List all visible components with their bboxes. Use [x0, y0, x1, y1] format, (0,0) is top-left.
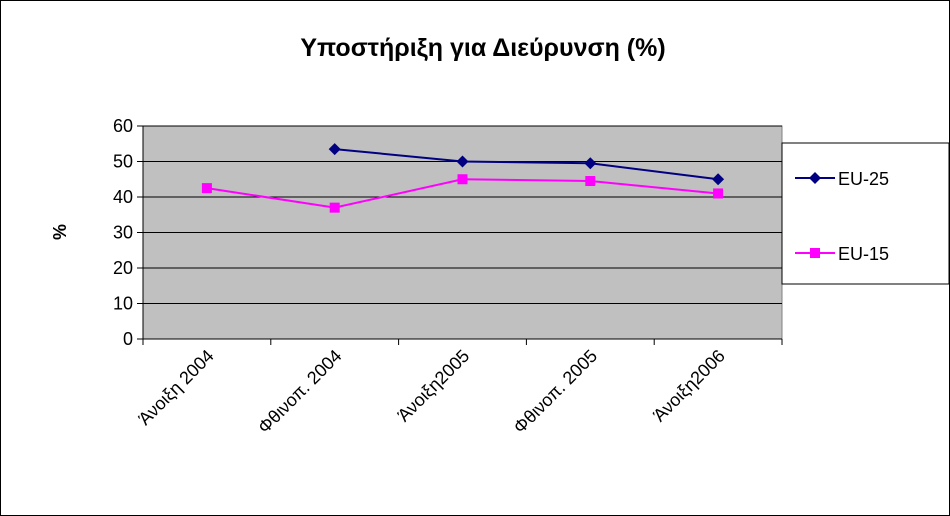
point-marker	[457, 174, 468, 185]
y-tick-label: 10	[113, 294, 133, 314]
y-tick-label: 0	[123, 329, 133, 349]
y-tick-label: 60	[113, 116, 133, 136]
chart-title: Υποστήριξη για Διεύρυνση (%)	[300, 34, 665, 62]
point-marker	[712, 173, 725, 186]
legend	[781, 142, 950, 285]
legend-marker	[810, 248, 820, 258]
point-marker	[328, 143, 341, 156]
point-marker	[329, 202, 340, 213]
point-marker	[201, 183, 212, 194]
series-line	[334, 148, 719, 181]
point-marker	[713, 188, 724, 199]
y-tick-label: 30	[113, 223, 133, 243]
point-marker	[456, 155, 469, 168]
y-tick-label: 50	[113, 152, 133, 172]
point-marker	[585, 176, 596, 187]
y-axis-label: %	[50, 224, 70, 240]
legend-marker	[809, 172, 821, 184]
y-tick-label: 20	[113, 258, 133, 278]
legend-label: EU-25	[838, 169, 889, 189]
y-tick-label: 40	[113, 187, 133, 207]
point-marker	[584, 157, 597, 170]
legend-label: EU-15	[838, 244, 889, 264]
